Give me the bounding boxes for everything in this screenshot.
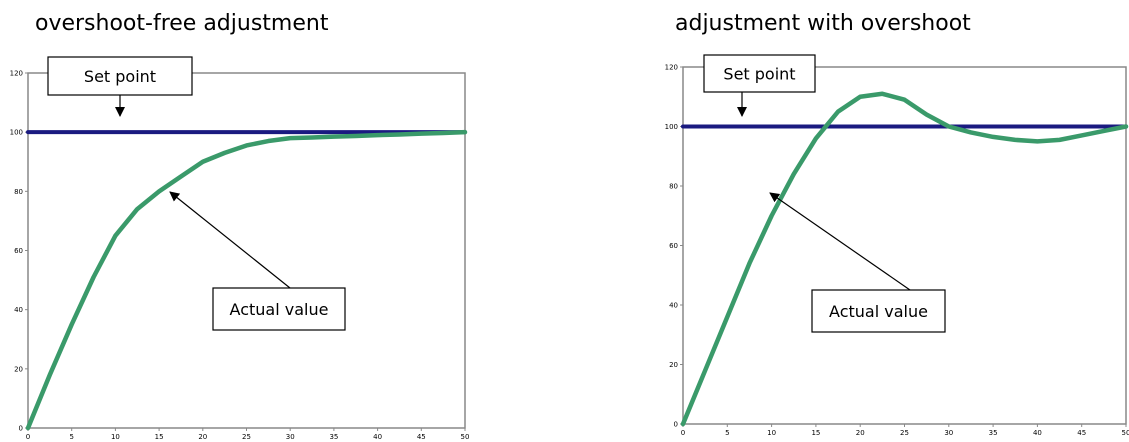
annotation-label: Set point (723, 65, 795, 84)
x-tick-label: 50 (1122, 429, 1129, 437)
chart-title: adjustment with overshoot (675, 11, 971, 36)
annotation-label: Actual value (230, 300, 329, 319)
x-tick-label: 15 (811, 429, 820, 437)
y-tick-label: 40 (669, 302, 678, 310)
annotation-box (212, 287, 346, 331)
x-tick-label: 40 (1033, 429, 1042, 437)
plot-frame (682, 66, 1127, 425)
annotation-arrow (169, 191, 291, 289)
plot-frame (27, 72, 466, 429)
annotation-label: Set point (84, 67, 156, 86)
x-tick-label: 40 (373, 433, 382, 441)
x-tick-label: 45 (1077, 429, 1086, 437)
x-tick-label: 20 (198, 433, 207, 441)
x-tick-label: 10 (111, 433, 120, 441)
x-tick-label: 25 (900, 429, 909, 437)
x-tick-label: 10 (767, 429, 776, 437)
data-line (25, 129, 468, 431)
data-line (680, 91, 1129, 427)
y-tick-label: 20 (14, 365, 23, 373)
x-tick-label: 30 (944, 429, 953, 437)
y-tick-label: 60 (669, 242, 678, 250)
x-tick-label: 35 (329, 433, 338, 441)
x-tick-label: 15 (155, 433, 164, 441)
annotation-box (811, 289, 946, 333)
y-tick-label: 120 (10, 70, 23, 78)
y-tick-label: 80 (669, 183, 678, 191)
x-tick-label: 35 (989, 429, 998, 437)
annotation-box (703, 54, 816, 93)
y-tick-label: 0 (19, 425, 23, 433)
x-tick-label: 45 (417, 433, 426, 441)
y-tick-label: 60 (14, 247, 23, 255)
x-tick-label: 5 (69, 433, 73, 441)
x-tick-label: 30 (286, 433, 295, 441)
y-tick-label: 120 (665, 64, 678, 72)
x-tick-label: 50 (461, 433, 470, 441)
y-tick-label: 80 (14, 188, 23, 196)
y-tick-label: 20 (669, 361, 678, 369)
y-tick-label: 0 (674, 421, 678, 429)
annotation-label: Actual value (829, 302, 928, 321)
x-tick-label: 5 (725, 429, 729, 437)
annotation-box (47, 56, 193, 96)
y-tick-label: 100 (10, 129, 23, 137)
chart-title: overshoot-free adjustment (35, 11, 329, 36)
x-tick-label: 0 (26, 433, 30, 441)
annotation-arrow (769, 192, 911, 291)
y-tick-label: 40 (14, 306, 23, 314)
x-tick-label: 0 (681, 429, 685, 437)
x-tick-label: 25 (242, 433, 251, 441)
x-tick-label: 20 (856, 429, 865, 437)
y-tick-label: 100 (665, 123, 678, 131)
